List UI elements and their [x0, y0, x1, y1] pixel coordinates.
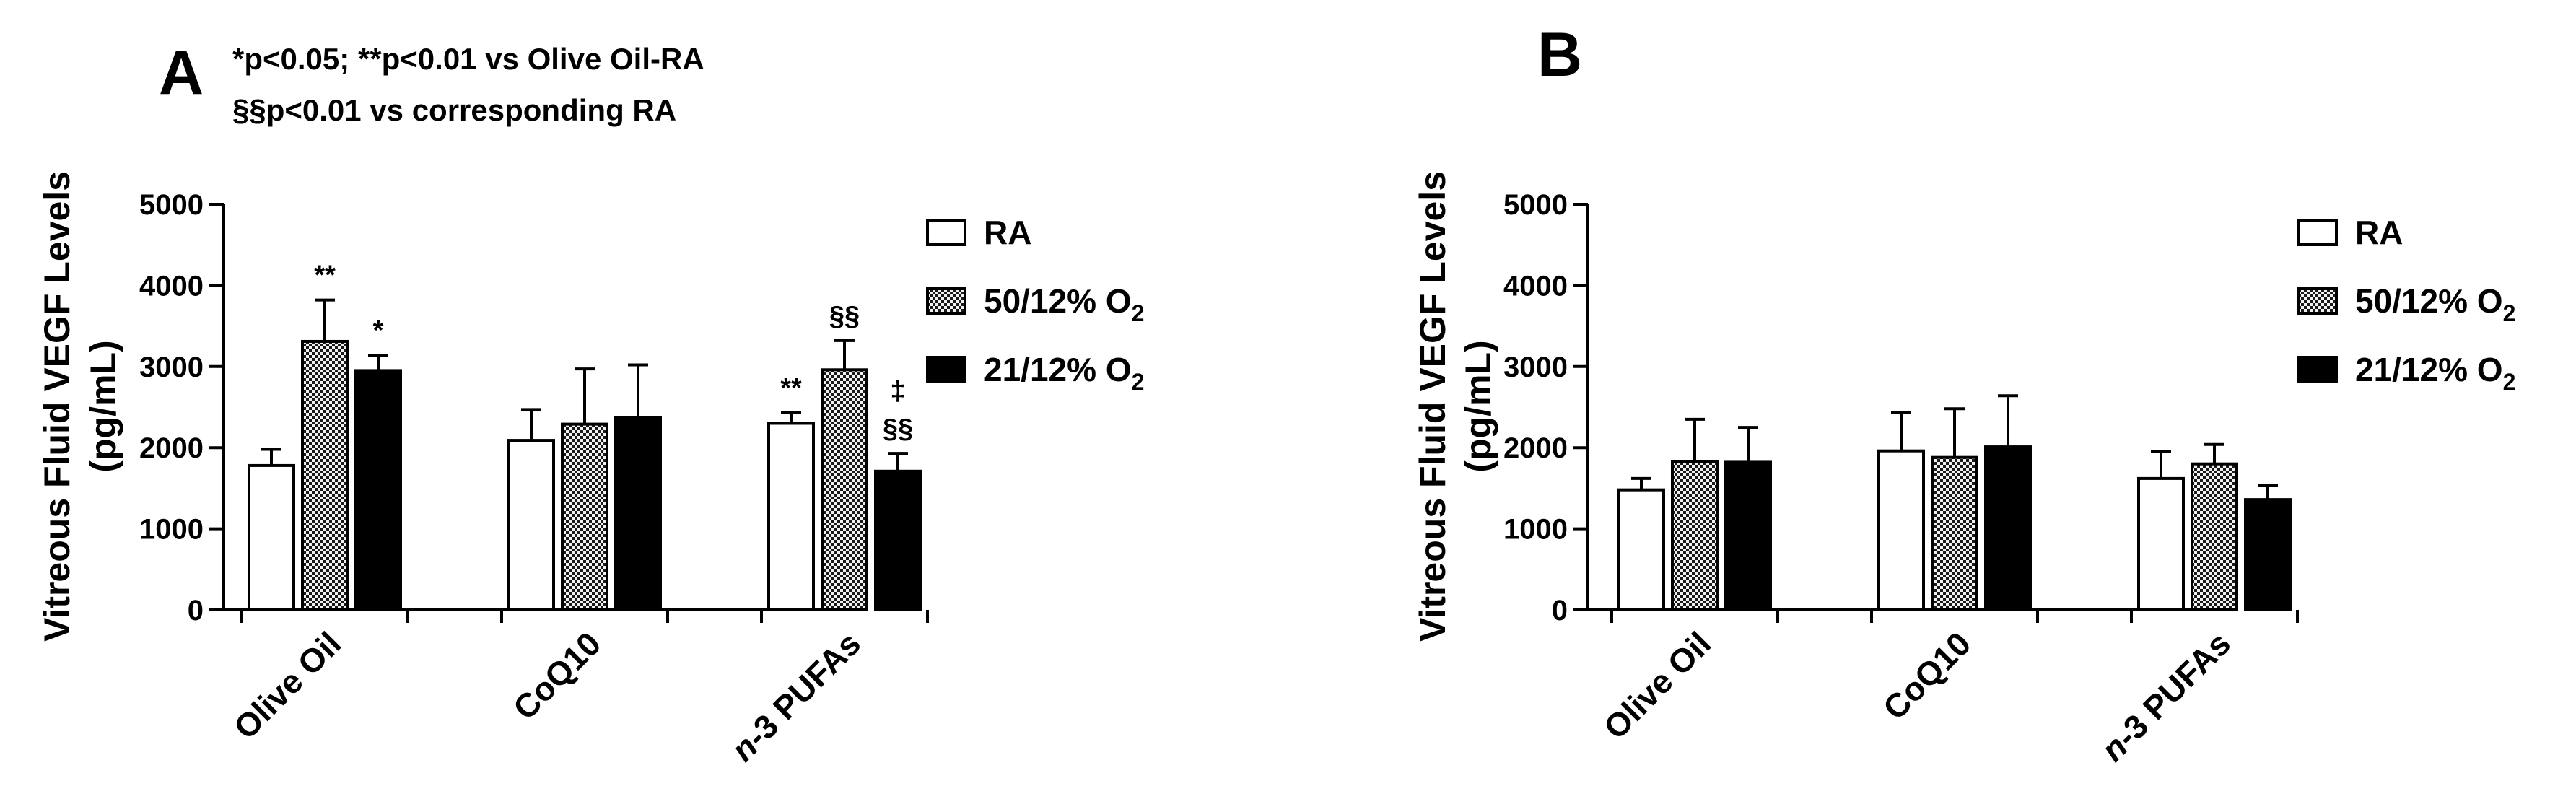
- legend-label-ra: RA: [984, 214, 1031, 251]
- legend-swatch-hyper: [926, 287, 966, 315]
- legend-swatch-normo: [926, 356, 966, 383]
- x-category-label: Olive Oil: [227, 624, 349, 746]
- y-tick-label: 1000: [139, 514, 204, 546]
- legend-swatch-ra: [2297, 219, 2338, 246]
- x-category-label: Olive Oil: [1597, 624, 1719, 746]
- legend-label-hyper: 50/12% O2: [984, 282, 1144, 326]
- legend-label-ra: RA: [2355, 214, 2403, 251]
- y-axis-label: Vitreous Fluid VEGF Levels: [37, 171, 77, 642]
- bar-hyper: [561, 422, 608, 611]
- significance-note-line1: *p<0.05; **p<0.01 vs Olive Oil-RA: [232, 42, 704, 76]
- significance-mark: **: [314, 261, 336, 291]
- y-tick-label: 3000: [139, 352, 204, 383]
- x-category-label: n-3 PUFAs: [2094, 624, 2237, 768]
- bar-normo: [2244, 498, 2292, 611]
- bar-ra: [1617, 488, 1665, 612]
- legend-swatch-hyper: [2297, 287, 2338, 315]
- legend-label-normo: 21/12% O2: [2355, 351, 2515, 395]
- bar-normo: [614, 416, 662, 611]
- x-category-label: n-3 PUFAs: [724, 624, 868, 768]
- y-tick-label: 4000: [1503, 270, 1568, 302]
- bar-ra: [1877, 449, 1925, 611]
- bar-ra: [2137, 476, 2185, 611]
- panel-b-letter: B: [1537, 20, 1582, 90]
- y-tick-label: 4000: [139, 270, 204, 302]
- y-axis-label: Vitreous Fluid VEGF Levels: [1413, 171, 1453, 642]
- legend-swatch-normo: [2297, 356, 2338, 383]
- significance-mark: ‡: [890, 376, 905, 406]
- bar-normo: [874, 469, 922, 612]
- legend-swatch-ra: [926, 219, 966, 246]
- panel-b-chart: 0 1000 2000 3000 4000 5000 Vitreous Fluid VEGF…: [1413, 171, 2515, 769]
- legend-label-normo: 21/12% O2: [984, 351, 1144, 395]
- bar-normo: [354, 369, 402, 611]
- bar-hyper: [821, 368, 868, 612]
- y-tick-label: 0: [1552, 595, 1568, 627]
- y-axis-label-unit: (pg/mL): [1458, 340, 1498, 472]
- bar-hyper: [301, 339, 349, 611]
- y-tick-label: 2000: [139, 432, 204, 464]
- significance-note-line2: §§p<0.01 vs corresponding RA: [232, 93, 676, 127]
- y-tick-label: 0: [188, 595, 204, 627]
- panel-a-chart: 0 1000 2000 3000 4000 5000 Vitreous Fluid VEGF…: [37, 171, 1144, 769]
- bar-hyper: [1671, 460, 1719, 611]
- bar-hyper: [2191, 462, 2238, 611]
- y-axis-label-unit: (pg/mL): [83, 340, 123, 472]
- significance-mark: §§: [883, 414, 913, 444]
- x-category-label: CoQ10: [1876, 624, 1978, 727]
- bar-ra: [767, 422, 815, 611]
- y-tick-label: 5000: [139, 189, 204, 221]
- panel-a-letter: A: [159, 38, 204, 108]
- significance-mark: **: [780, 373, 802, 403]
- bar-normo: [1724, 460, 1772, 611]
- bar-normo: [1984, 445, 2032, 611]
- y-tick-label: 1000: [1503, 514, 1568, 546]
- legend-label-hyper: 50/12% O2: [2355, 282, 2515, 326]
- significance-mark: *: [373, 315, 384, 346]
- bar-ra: [248, 463, 295, 611]
- y-tick-label: 3000: [1503, 352, 1568, 383]
- y-tick-label: 5000: [1503, 189, 1568, 221]
- bar-hyper: [1931, 455, 1978, 611]
- y-tick-label: 2000: [1503, 432, 1568, 464]
- significance-mark: §§: [829, 301, 860, 331]
- bar-ra: [507, 439, 555, 611]
- x-category-label: CoQ10: [506, 624, 608, 727]
